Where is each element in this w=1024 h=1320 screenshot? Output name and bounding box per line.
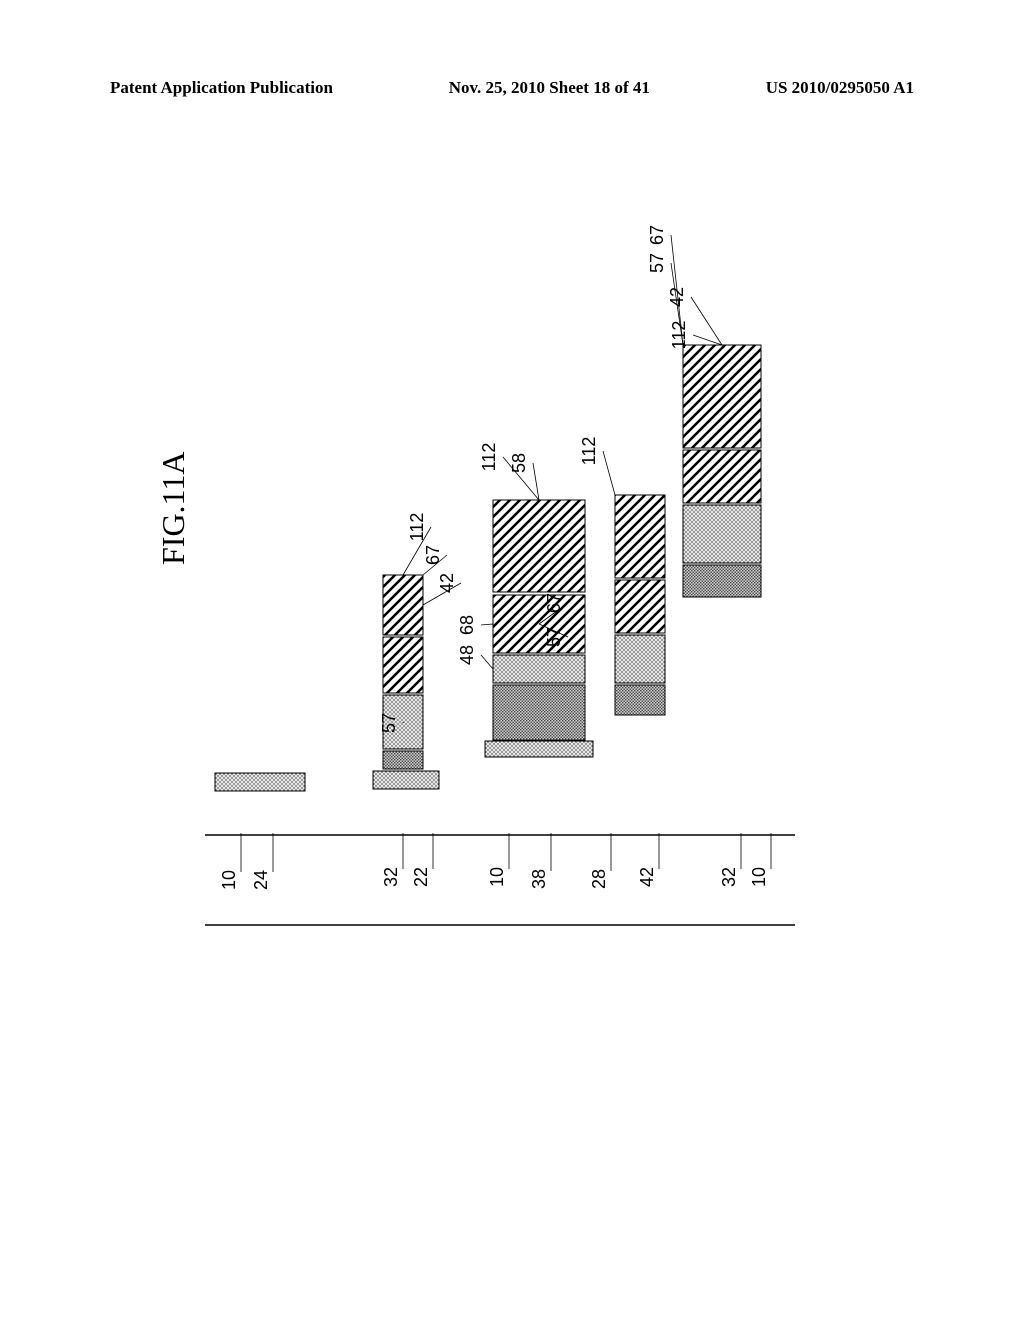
patent-diagram: 1024322210382842321057486858675767574211… (205, 195, 805, 895)
diagram-layer (373, 771, 439, 789)
lead-line (481, 655, 493, 669)
reference-numeral: 42 (637, 867, 657, 887)
lead-line (691, 297, 722, 345)
diagram-layer (683, 345, 761, 448)
reference-numeral: 68 (457, 615, 477, 635)
diagram-layer (215, 773, 305, 791)
reference-numeral: 58 (509, 453, 529, 473)
reference-numeral: 67 (544, 593, 564, 613)
reference-numeral: 57 (544, 627, 564, 647)
header-date-sheet: Nov. 25, 2010 Sheet 18 of 41 (449, 78, 650, 98)
reference-numeral: 32 (381, 867, 401, 887)
reference-numeral: 10 (219, 870, 239, 890)
diagram-layer (485, 741, 593, 757)
reference-numeral: 10 (487, 867, 507, 887)
diagram-layer (493, 500, 585, 592)
reference-numeral: 28 (589, 869, 609, 889)
diagram-layer (383, 751, 423, 769)
reference-numeral: 10 (749, 867, 769, 887)
diagram-layer (615, 635, 665, 683)
header-pub-number: US 2010/0295050 A1 (766, 78, 914, 98)
diagram-layer (383, 575, 423, 635)
reference-numeral: 42 (667, 287, 687, 307)
reference-numeral: 24 (251, 870, 271, 890)
diagram-layer (683, 450, 761, 503)
diagram-layer (493, 685, 585, 740)
lead-line (603, 451, 615, 495)
figure-label: FIG.11A (155, 452, 192, 565)
reference-numeral: 42 (437, 573, 457, 593)
reference-numeral: 112 (479, 443, 499, 472)
reference-numeral: 57 (379, 713, 399, 733)
reference-numeral: 32 (719, 867, 739, 887)
diagram-layer (383, 637, 423, 693)
reference-numeral: 22 (411, 867, 431, 887)
reference-numeral: 48 (457, 645, 477, 665)
lead-line (693, 335, 722, 345)
diagram-layer (615, 495, 665, 578)
reference-numeral: 112 (579, 437, 599, 466)
diagram-layer (615, 685, 665, 715)
diagram-layer (615, 580, 665, 633)
reference-numeral: 67 (647, 225, 667, 245)
diagram-layer (683, 565, 761, 597)
reference-numeral: 38 (529, 869, 549, 889)
diagram-layer (493, 655, 585, 683)
reference-numeral: 112 (407, 513, 427, 542)
header-publication: Patent Application Publication (110, 78, 333, 98)
reference-numeral: 112 (669, 321, 689, 350)
reference-numeral: 67 (423, 545, 443, 565)
lead-line (481, 624, 493, 625)
diagram-layer (683, 505, 761, 563)
reference-numeral: 57 (647, 253, 667, 273)
